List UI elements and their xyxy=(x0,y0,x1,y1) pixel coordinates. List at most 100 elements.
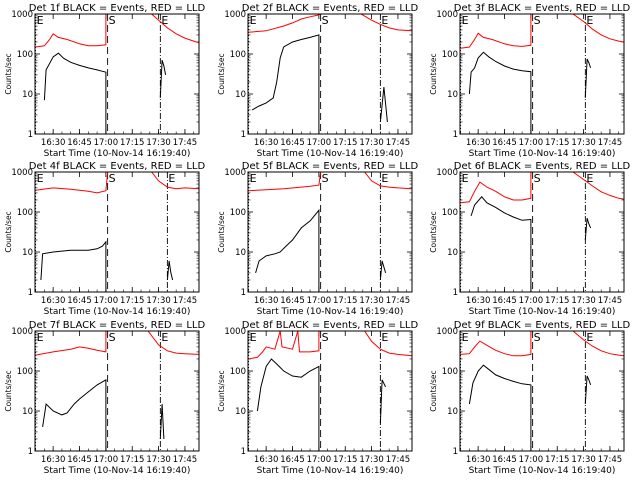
events-series-line xyxy=(42,379,165,451)
event-marker-label: E xyxy=(462,331,469,344)
event-marker-label: S xyxy=(322,172,329,185)
y-tick-label: 1000 xyxy=(224,10,246,20)
y-tick-label: 1 xyxy=(28,447,33,457)
chart-panel-4: Det 4f BLACK = Events, RED = LLD Counts/s… xyxy=(4,161,205,317)
event-marker-label: E xyxy=(161,331,168,344)
y-tick-label: 10 xyxy=(235,248,246,258)
chart-title: Det 1f BLACK = Events, RED = LLD xyxy=(29,3,206,14)
x-tick-label: 16:30 xyxy=(41,138,66,148)
y-axis-label: Counts/sec xyxy=(4,211,13,252)
x-tick-label: 17:45 xyxy=(173,138,198,148)
plot-frame xyxy=(247,171,413,293)
x-tick-label: 17:45 xyxy=(173,455,198,465)
x-tick-label: 17:15 xyxy=(120,455,145,465)
event-marker-label: E xyxy=(250,172,257,185)
y-tick-label: 100 xyxy=(17,367,33,377)
x-tick-label: 16:30 xyxy=(466,455,491,465)
plot-frame xyxy=(34,13,200,135)
x-tick-label: 17:00 xyxy=(307,296,332,306)
event-marker-label: E xyxy=(161,14,168,27)
chart-title: Det 8f BLACK = Events, RED = LLD xyxy=(242,320,419,331)
x-axis-label: Start Time (10-Nov-14 16:19:40) xyxy=(257,149,404,159)
event-marker-label: E xyxy=(462,14,469,27)
x-tick-label: 17:00 xyxy=(307,138,332,148)
event-marker-label: E xyxy=(381,14,388,27)
y-tick-label: 100 xyxy=(230,367,246,377)
y-tick-label: 1 xyxy=(453,130,458,140)
event-marker-label: E xyxy=(250,14,257,27)
event-marker-label: S xyxy=(109,14,116,27)
plot-frame xyxy=(247,330,413,452)
chart-panel-6: Det 6f BLACK = Events, RED = LLD Counts/s… xyxy=(429,161,630,317)
chart-panel-1: Det 1f BLACK = Events, RED = LLD Counts/s… xyxy=(4,3,205,159)
x-axis-label: Start Time (10-Nov-14 16:19:40) xyxy=(469,149,616,159)
y-tick-label: 1000 xyxy=(436,327,458,337)
events-series-line xyxy=(256,358,387,451)
x-tick-label: 16:30 xyxy=(41,455,66,465)
x-tick-label: 17:30 xyxy=(146,455,171,465)
x-tick-label: 17:30 xyxy=(571,455,596,465)
y-axis-label: Counts/sec xyxy=(217,211,226,252)
y-tick-label: 1000 xyxy=(224,168,246,178)
y-tick-label: 1 xyxy=(453,447,458,457)
chart-panel-3: Det 3f BLACK = Events, RED = LLD Counts/s… xyxy=(429,3,630,159)
x-tick-label: 16:45 xyxy=(492,455,517,465)
lld-series-line xyxy=(460,172,624,204)
y-tick-label: 10 xyxy=(22,248,33,258)
x-tick-label: 17:30 xyxy=(359,455,384,465)
x-tick-label: 17:45 xyxy=(598,455,623,465)
x-tick-label: 16:30 xyxy=(254,455,279,465)
event-marker-label: E xyxy=(381,172,388,185)
x-tick-label: 17:00 xyxy=(94,455,119,465)
events-series-line xyxy=(251,34,388,134)
y-tick-label: 10 xyxy=(447,90,458,100)
x-tick-label: 17:15 xyxy=(545,455,570,465)
plot-frame xyxy=(247,13,413,135)
chart-panel-2: Det 2f BLACK = Events, RED = LLD Counts/s… xyxy=(217,3,418,159)
chart-panel-8: Det 8f BLACK = Events, RED = LLD Counts/s… xyxy=(217,320,418,476)
x-tick-label: 16:30 xyxy=(466,296,491,306)
x-tick-label: 17:15 xyxy=(333,296,358,306)
chart-panel-5: Det 5f BLACK = Events, RED = LLD Counts/s… xyxy=(217,161,418,317)
plot-frame xyxy=(34,171,200,293)
chart-title: Det 9f BLACK = Events, RED = LLD xyxy=(454,320,631,331)
event-marker-label: S xyxy=(534,14,541,27)
x-tick-label: 16:45 xyxy=(67,455,92,465)
event-marker-label: E xyxy=(586,172,593,185)
y-axis-label: Counts/sec xyxy=(217,53,226,94)
x-tick-label: 16:45 xyxy=(492,296,517,306)
plot-frame xyxy=(34,330,200,452)
event-marker-label: E xyxy=(37,14,44,27)
x-tick-label: 17:00 xyxy=(307,455,332,465)
event-marker-label: E xyxy=(168,172,175,185)
x-tick-label: 17:15 xyxy=(545,296,570,306)
x-tick-label: 17:00 xyxy=(519,296,544,306)
x-axis-label: Start Time (10-Nov-14 16:19:40) xyxy=(44,466,191,476)
y-tick-label: 1 xyxy=(241,447,246,457)
events-series-line xyxy=(255,208,387,292)
events-series-line xyxy=(470,196,592,292)
events-series-line xyxy=(468,51,592,134)
y-tick-label: 1 xyxy=(28,288,33,298)
events-series-line xyxy=(43,52,167,134)
y-tick-label: 100 xyxy=(442,50,458,60)
chart-panel-7: Det 7f BLACK = Events, RED = LLD Counts/s… xyxy=(4,320,205,476)
y-tick-label: 10 xyxy=(235,90,246,100)
y-axis-label: Counts/sec xyxy=(429,211,438,252)
y-tick-label: 100 xyxy=(230,208,246,218)
plot-frame xyxy=(459,13,625,135)
x-axis-label: Start Time (10-Nov-14 16:19:40) xyxy=(469,466,616,476)
lld-series-line xyxy=(460,14,624,49)
y-tick-label: 1000 xyxy=(436,10,458,20)
event-marker-label: S xyxy=(534,331,541,344)
y-tick-label: 1000 xyxy=(224,327,246,337)
lld-series-line xyxy=(35,331,199,356)
x-tick-label: 17:00 xyxy=(519,138,544,148)
y-tick-label: 1000 xyxy=(436,168,458,178)
lld-series-line xyxy=(248,331,412,360)
x-tick-label: 17:45 xyxy=(386,296,411,306)
lld-series-line xyxy=(248,14,412,33)
x-tick-label: 17:15 xyxy=(120,138,145,148)
events-series-line xyxy=(468,364,592,451)
